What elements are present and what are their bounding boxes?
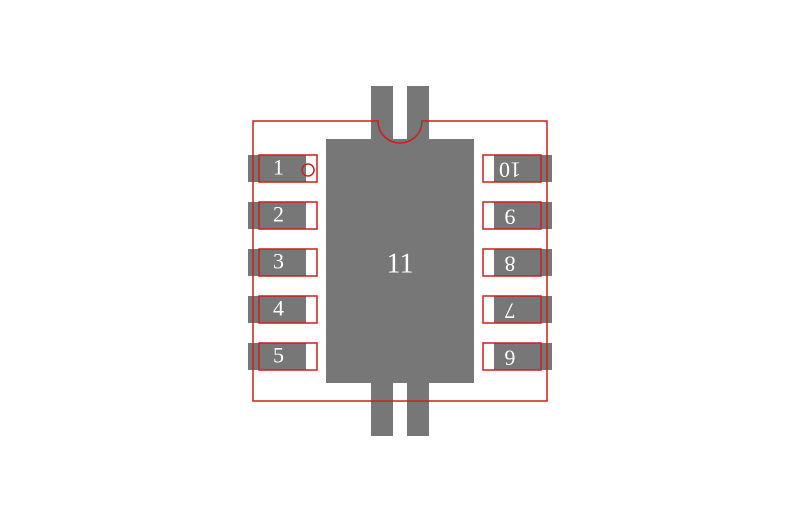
pad-label-9-group: 9 <box>505 204 516 229</box>
bottom-tab-2 <box>407 376 429 436</box>
pad-label-5: 5 <box>273 343 284 368</box>
bottom-tab-1 <box>371 376 393 436</box>
pcb-footprint: 1 2 3 4 5 10 9 8 7 6 11 <box>0 0 800 516</box>
pad-label-3: 3 <box>273 249 284 274</box>
center-pad-label: 11 <box>387 248 414 279</box>
pad-label-10-group: 10 <box>499 157 521 182</box>
top-tab-2 <box>407 86 429 146</box>
pad-label-8-group: 8 <box>505 251 516 276</box>
pad-label-4: 4 <box>273 296 284 321</box>
pad-label-2: 2 <box>273 202 284 227</box>
pad-label-6: 6 <box>505 345 516 370</box>
right-pad-6-copper <box>494 343 552 370</box>
top-tab-1 <box>371 86 393 146</box>
pad-label-6-group: 6 <box>505 345 516 370</box>
pad-label-7-group: 7 <box>505 298 516 323</box>
pad-label-8: 8 <box>505 251 516 276</box>
pad-label-9: 9 <box>505 204 516 229</box>
right-pad-9-copper <box>494 202 552 229</box>
pad-label-7: 7 <box>505 298 516 323</box>
pad-label-10: 10 <box>499 157 521 182</box>
pad-label-1: 1 <box>273 155 284 180</box>
right-pad-8-copper <box>494 249 552 276</box>
right-pad-7-copper <box>494 296 552 323</box>
